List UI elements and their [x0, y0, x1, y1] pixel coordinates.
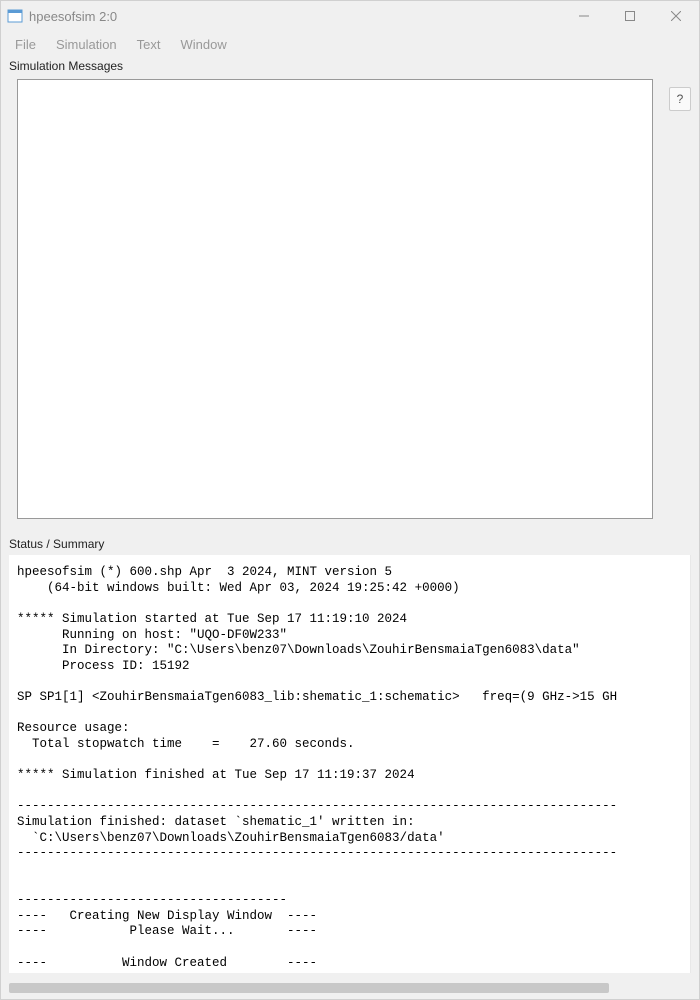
horizontal-scrollbar[interactable]	[9, 981, 691, 995]
app-icon	[7, 8, 23, 24]
horizontal-scrollbar-thumb[interactable]	[9, 983, 609, 993]
close-button[interactable]	[653, 1, 699, 31]
window-title: hpeesofsim 2:0	[29, 9, 561, 24]
messages-wrapper: ?	[9, 77, 661, 527]
status-wrapper: hpeesofsim (*) 600.shp Apr 3 2024, MINT …	[1, 553, 699, 999]
help-button[interactable]: ?	[669, 87, 691, 111]
menubar: File Simulation Text Window	[1, 31, 699, 57]
messages-section-label: Simulation Messages	[1, 57, 699, 75]
minimize-button[interactable]	[561, 1, 607, 31]
menu-text[interactable]: Text	[127, 34, 171, 55]
status-section-label: Status / Summary	[1, 535, 699, 553]
maximize-button[interactable]	[607, 1, 653, 31]
menu-file[interactable]: File	[5, 34, 46, 55]
window-controls	[561, 1, 699, 31]
status-summary-pane[interactable]: hpeesofsim (*) 600.shp Apr 3 2024, MINT …	[9, 555, 691, 973]
menu-simulation[interactable]: Simulation	[46, 34, 127, 55]
app-window: hpeesofsim 2:0 File Simulation Text Wind…	[0, 0, 700, 1000]
simulation-messages-pane[interactable]	[17, 79, 653, 519]
menu-window[interactable]: Window	[171, 34, 237, 55]
titlebar[interactable]: hpeesofsim 2:0	[1, 1, 699, 31]
